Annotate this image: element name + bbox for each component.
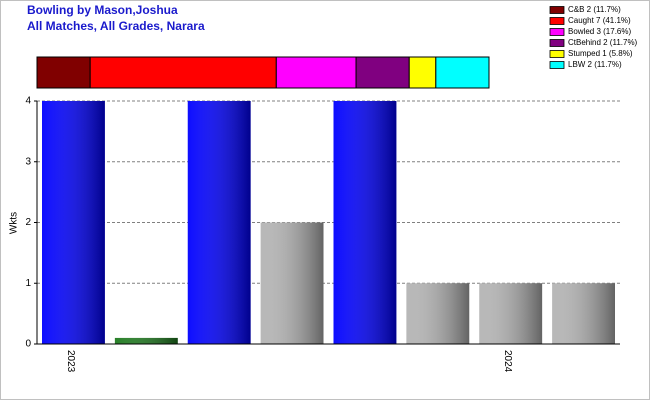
legend-swatch — [549, 6, 565, 14]
bar-shade — [42, 101, 105, 344]
legend-swatch — [549, 39, 565, 47]
y-tick-label: 3 — [25, 156, 31, 167]
y-tick-label: 4 — [25, 96, 31, 107]
bar-shade — [114, 337, 178, 344]
legend-label: Caught 7 (41.1%) — [568, 16, 631, 25]
bar-shade — [333, 101, 397, 344]
bar-shade — [479, 283, 543, 344]
y-tick-label: 0 — [25, 339, 31, 350]
legend-label: LBW 2 (11.7%) — [568, 60, 622, 69]
legend-label: C&B 2 (11.7%) — [568, 5, 621, 14]
chart-subtitle: All Matches, All Grades, Narara — [27, 19, 205, 33]
stack-segment — [275, 56, 357, 89]
legend-label: Stumped 1 (5.8%) — [568, 49, 633, 58]
y-axis-label: Wkts — [9, 212, 20, 234]
stack-segment — [36, 56, 91, 89]
x-tick-label: 2023 — [65, 350, 76, 373]
stack-segment — [355, 56, 410, 89]
stack-segment — [89, 56, 277, 89]
y-tick-label: 1 — [25, 278, 31, 289]
bar-shade — [260, 222, 324, 344]
bar-shade — [187, 101, 251, 344]
bar-shade — [552, 283, 615, 344]
stack-segment — [435, 56, 490, 89]
legend-swatch — [549, 61, 565, 69]
legend-swatch — [549, 17, 565, 25]
chart-title: Bowling by Mason,Joshua — [27, 3, 178, 17]
legend-label: Bowled 3 (17.6%) — [568, 27, 631, 36]
stack-segment — [408, 56, 437, 89]
bar-shade — [406, 283, 470, 344]
x-tick-label: 2024 — [502, 350, 513, 373]
legend-swatch — [549, 50, 565, 58]
y-tick-label: 2 — [25, 217, 31, 228]
legend-label: CtBehind 2 (11.7%) — [568, 38, 638, 47]
legend-swatch — [549, 28, 565, 36]
